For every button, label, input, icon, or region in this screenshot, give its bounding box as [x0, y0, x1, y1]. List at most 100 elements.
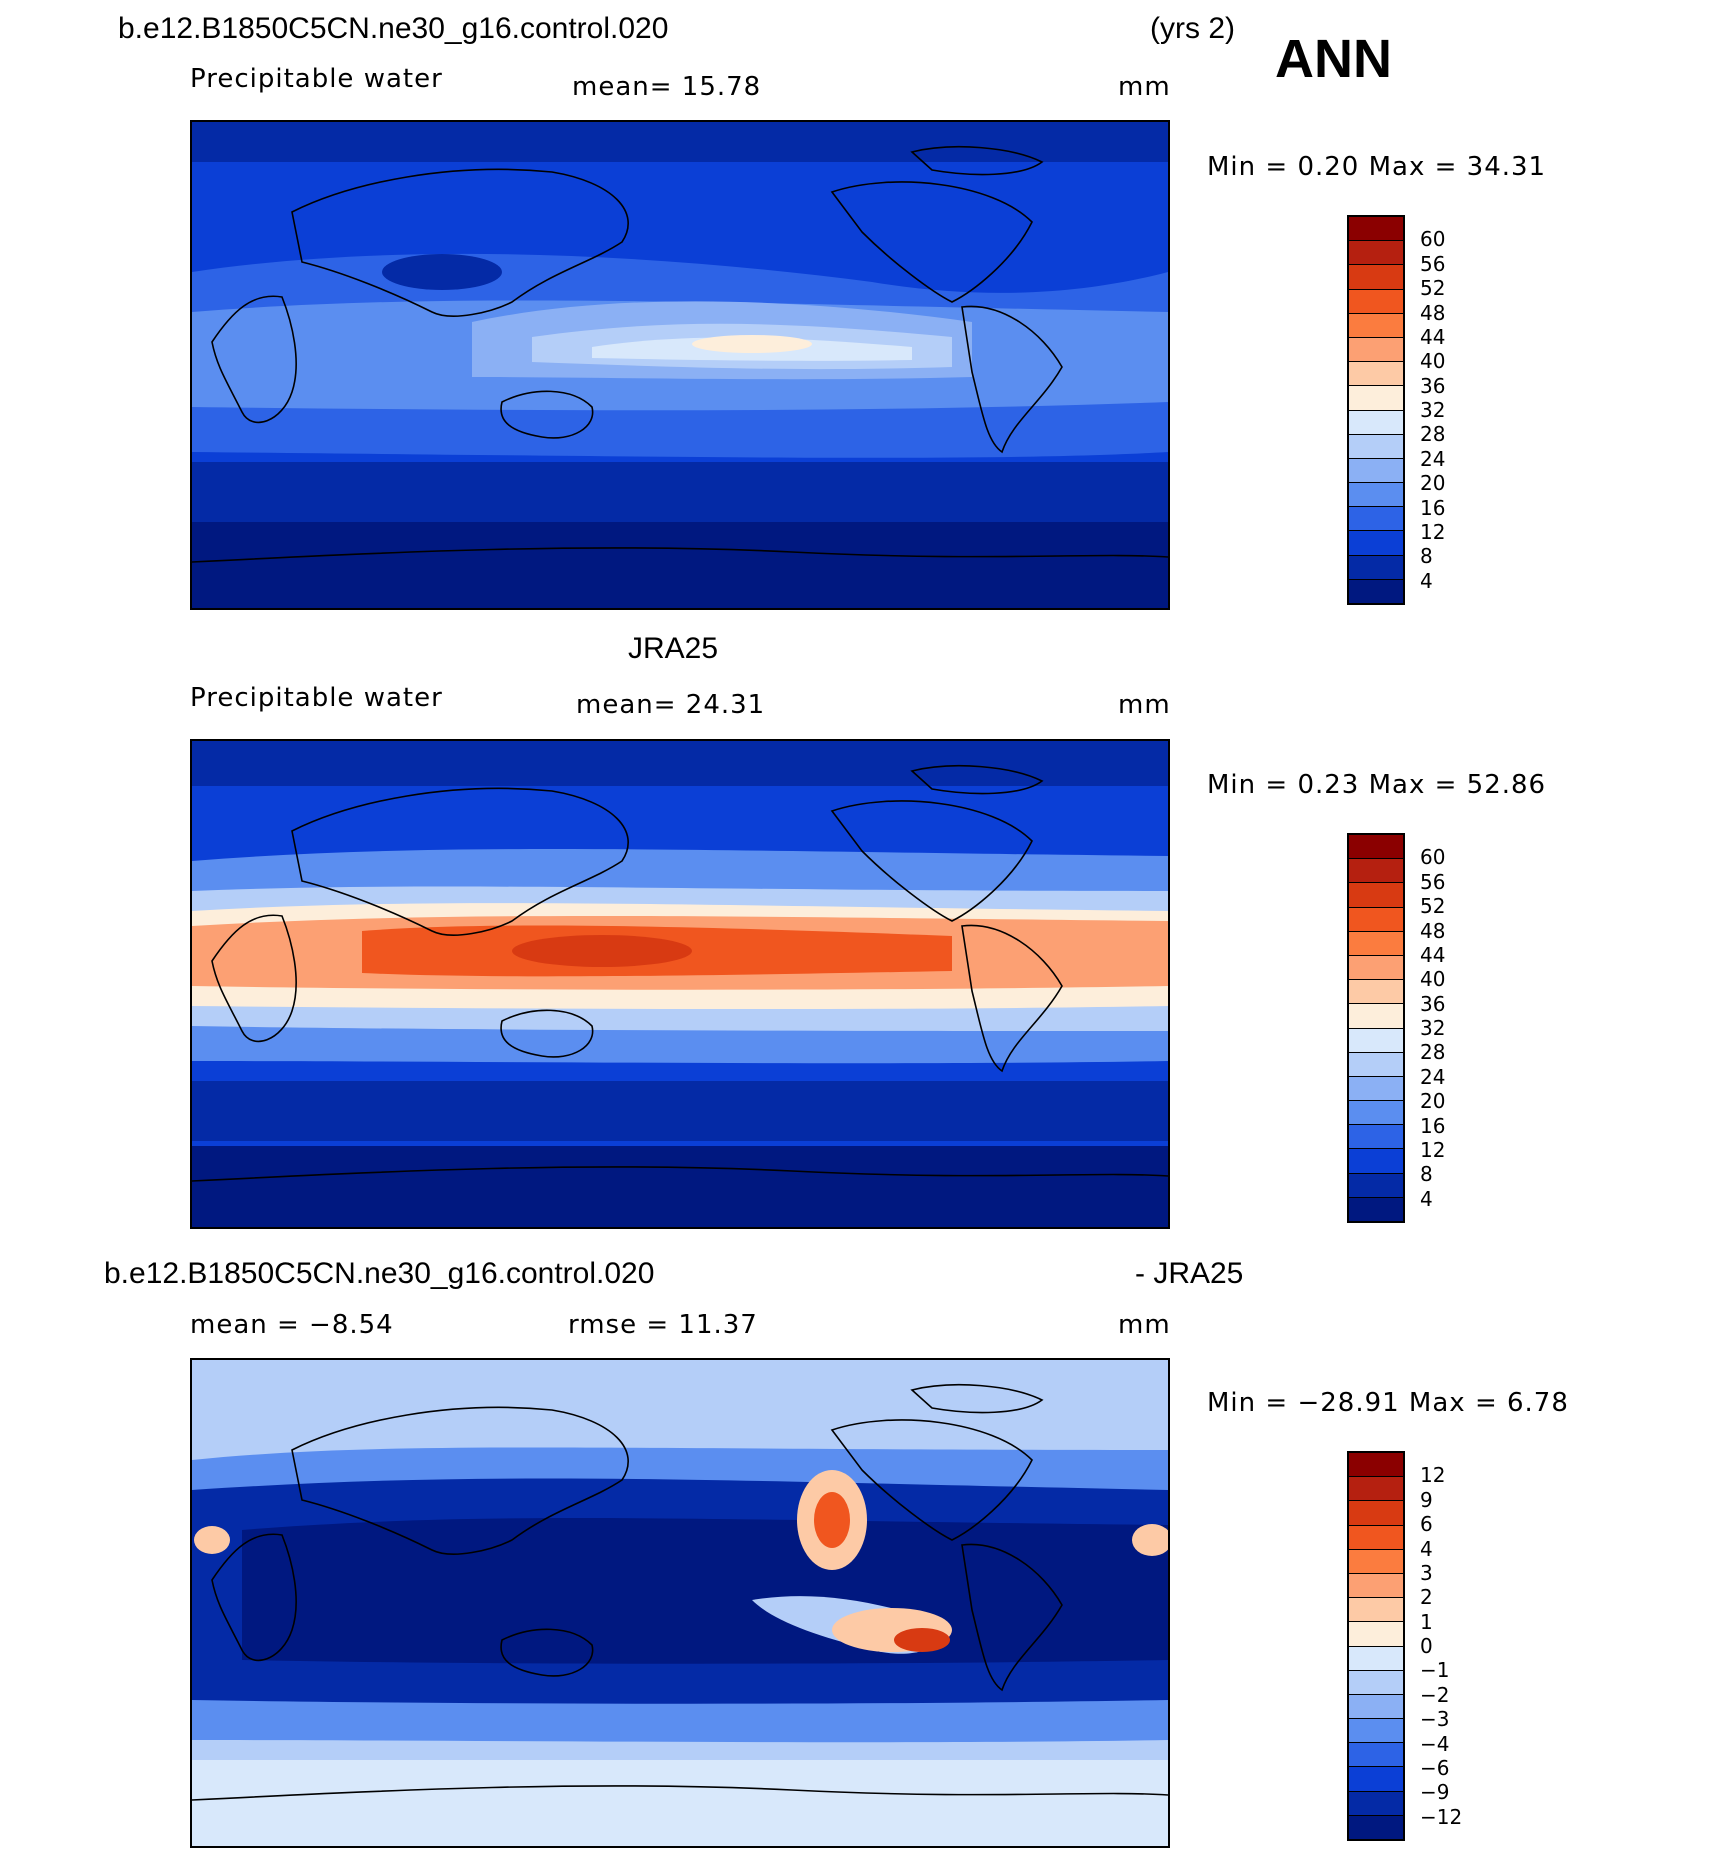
panel1-colorbar	[1347, 215, 1405, 605]
panel1-band-antarctic	[192, 522, 1168, 608]
colorbar-swatch	[1349, 835, 1403, 860]
colorbar-swatch	[1349, 1791, 1403, 1816]
colorbar-tick-label: 52	[1420, 894, 1446, 919]
panel2-map-svg	[192, 741, 1168, 1227]
colorbar-swatch	[1349, 265, 1403, 290]
colorbar-tick-label: 12	[1420, 519, 1446, 544]
panel2-variable: Precipitable water	[190, 683, 443, 713]
panel2-map	[190, 739, 1170, 1229]
colorbar-tick-label: −2	[1420, 1682, 1450, 1707]
colorbar-swatch	[1349, 1646, 1403, 1671]
colorbar-swatch	[1349, 1004, 1403, 1029]
panel3-title-right: - JRA25	[1135, 1257, 1244, 1290]
panel1-tibet	[382, 254, 502, 290]
colorbar-tick-label: 2	[1420, 1585, 1433, 1610]
colorbar-swatch	[1349, 241, 1403, 266]
panel2-units: mm	[1118, 690, 1171, 720]
panel2-band-arctic	[192, 741, 1168, 786]
panel3-mean: mean = −8.54	[190, 1310, 394, 1340]
panel3-band-antarctic	[192, 1760, 1168, 1846]
panel2-colorbar	[1347, 833, 1405, 1223]
colorbar-swatch	[1349, 1573, 1403, 1599]
colorbar-swatch	[1349, 1743, 1403, 1768]
colorbar-tick-label: 24	[1420, 446, 1446, 471]
colorbar-swatch	[1349, 386, 1403, 411]
colorbar-tick-label: 32	[1420, 398, 1446, 422]
panel3-west-edge-pos	[194, 1526, 230, 1554]
colorbar-swatch	[1349, 507, 1403, 532]
panel3-nw-america-peak	[814, 1492, 850, 1548]
colorbar-swatch	[1349, 1173, 1403, 1198]
colorbar-swatch	[1349, 1028, 1403, 1053]
panel3-minmax: Min = −28.91 Max = 6.78	[1207, 1388, 1569, 1418]
colorbar-swatch	[1349, 1125, 1403, 1150]
panel3-colorbar	[1347, 1451, 1405, 1841]
panel1-map-svg	[192, 122, 1168, 608]
colorbar-swatch	[1349, 579, 1403, 603]
colorbar-tick-label: 12	[1420, 1137, 1446, 1162]
colorbar-swatch	[1349, 1598, 1403, 1623]
colorbar-tick-label: 3	[1420, 1560, 1433, 1585]
colorbar-swatch	[1349, 1815, 1403, 1839]
colorbar-tick-label: 20	[1420, 1089, 1446, 1114]
colorbar-swatch	[1349, 531, 1403, 556]
panel1-peak	[692, 335, 812, 353]
colorbar-tick-label: 4	[1420, 568, 1433, 593]
colorbar-swatch	[1349, 1525, 1403, 1550]
panel3-band-core	[242, 1518, 1168, 1664]
panel3-sepac-peak	[894, 1628, 950, 1652]
panel1-variable: Precipitable water	[190, 64, 443, 94]
colorbar-tick-label: 28	[1420, 1040, 1446, 1065]
colorbar-tick-label: 56	[1420, 869, 1446, 894]
colorbar-tick-label: 56	[1420, 251, 1446, 276]
colorbar-swatch	[1349, 1052, 1403, 1077]
colorbar-swatch	[1349, 337, 1403, 363]
panel1-mean: mean= 15.78	[572, 72, 762, 102]
colorbar-swatch	[1349, 313, 1403, 338]
panel3-map-svg	[192, 1360, 1168, 1846]
colorbar-tick-label: 20	[1420, 471, 1446, 496]
colorbar-tick-label: −4	[1420, 1731, 1450, 1756]
colorbar-tick-label: 40	[1420, 967, 1446, 992]
colorbar-tick-label: 4	[1420, 1186, 1433, 1211]
colorbar-tick-label: 4	[1420, 1536, 1433, 1561]
panel3-units: mm	[1118, 1310, 1171, 1340]
panel2-mean: mean= 24.31	[576, 690, 766, 720]
panel2-peak	[512, 935, 692, 967]
colorbar-swatch	[1349, 931, 1403, 956]
colorbar-swatch	[1349, 1197, 1403, 1221]
colorbar-swatch	[1349, 1767, 1403, 1792]
panel1-coastlines	[192, 146, 1168, 563]
colorbar-tick-label: 24	[1420, 1064, 1446, 1089]
colorbar-swatch	[1349, 217, 1403, 242]
colorbar-tick-label: 1	[1420, 1609, 1433, 1634]
panel3-coastlines	[192, 1384, 1168, 1801]
colorbar-swatch	[1349, 483, 1403, 508]
colorbar-swatch	[1349, 883, 1403, 908]
colorbar-tick-label: 8	[1420, 1162, 1433, 1187]
panel2-band-southern	[192, 1081, 1168, 1141]
panel3-title-left: b.e12.B1850C5CN.ne30_g16.control.020	[104, 1257, 655, 1290]
colorbar-swatch	[1349, 1477, 1403, 1502]
colorbar-swatch	[1349, 1453, 1403, 1478]
panel1-band-southern	[192, 462, 1168, 522]
case-name-title: b.e12.B1850C5CN.ne30_g16.control.020	[118, 12, 669, 45]
colorbar-swatch	[1349, 1622, 1403, 1647]
colorbar-swatch	[1349, 859, 1403, 884]
colorbar-swatch	[1349, 907, 1403, 932]
colorbar-tick-label: 36	[1420, 373, 1446, 398]
panel1-units: mm	[1118, 72, 1171, 102]
colorbar-swatch	[1349, 1694, 1403, 1720]
colorbar-tick-label: 28	[1420, 422, 1446, 447]
colorbar-tick-label: −9	[1420, 1780, 1450, 1805]
colorbar-tick-label: 6	[1420, 1512, 1433, 1537]
season-label: ANN	[1275, 29, 1392, 89]
colorbar-tick-label: 52	[1420, 276, 1446, 301]
panel1-map	[190, 120, 1170, 610]
colorbar-tick-label: −3	[1420, 1707, 1450, 1732]
colorbar-tick-label: 60	[1420, 227, 1446, 252]
colorbar-swatch	[1349, 1719, 1403, 1744]
colorbar-tick-label: −1	[1420, 1658, 1450, 1683]
colorbar-swatch	[1349, 410, 1403, 435]
colorbar-tick-label: 0	[1420, 1634, 1433, 1658]
